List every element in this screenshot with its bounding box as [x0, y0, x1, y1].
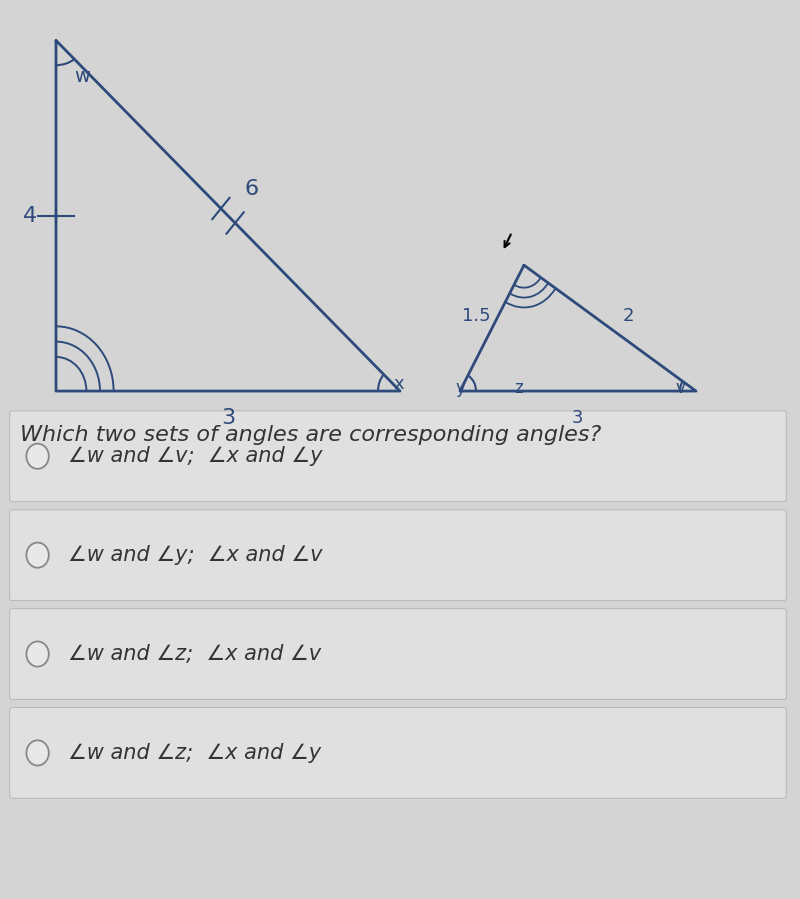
Text: v: v — [676, 379, 686, 397]
Text: 3: 3 — [572, 409, 583, 427]
Text: 4: 4 — [23, 206, 38, 226]
Circle shape — [26, 542, 49, 568]
Text: 3: 3 — [221, 408, 235, 428]
FancyBboxPatch shape — [10, 510, 786, 601]
Text: Which two sets of angles are corresponding angles?: Which two sets of angles are correspondi… — [20, 425, 602, 445]
Text: y: y — [456, 379, 466, 397]
Text: 2: 2 — [622, 307, 634, 325]
Text: 1.5: 1.5 — [462, 307, 490, 325]
Circle shape — [26, 444, 49, 469]
Text: ∠w and ∠v;  ∠x and ∠y: ∠w and ∠v; ∠x and ∠y — [68, 446, 322, 467]
Text: w: w — [74, 67, 90, 86]
Text: ∠w and ∠z;  ∠x and ∠v: ∠w and ∠z; ∠x and ∠v — [68, 644, 321, 664]
Text: ∠w and ∠y;  ∠x and ∠v: ∠w and ∠y; ∠x and ∠v — [68, 545, 322, 565]
FancyBboxPatch shape — [10, 708, 786, 798]
Text: z: z — [514, 379, 522, 397]
Circle shape — [26, 642, 49, 667]
Circle shape — [26, 741, 49, 766]
Text: x: x — [394, 375, 404, 393]
Text: 6: 6 — [245, 179, 259, 199]
FancyBboxPatch shape — [10, 609, 786, 699]
Text: ∠w and ∠z;  ∠x and ∠y: ∠w and ∠z; ∠x and ∠y — [68, 743, 321, 763]
FancyBboxPatch shape — [10, 411, 786, 502]
